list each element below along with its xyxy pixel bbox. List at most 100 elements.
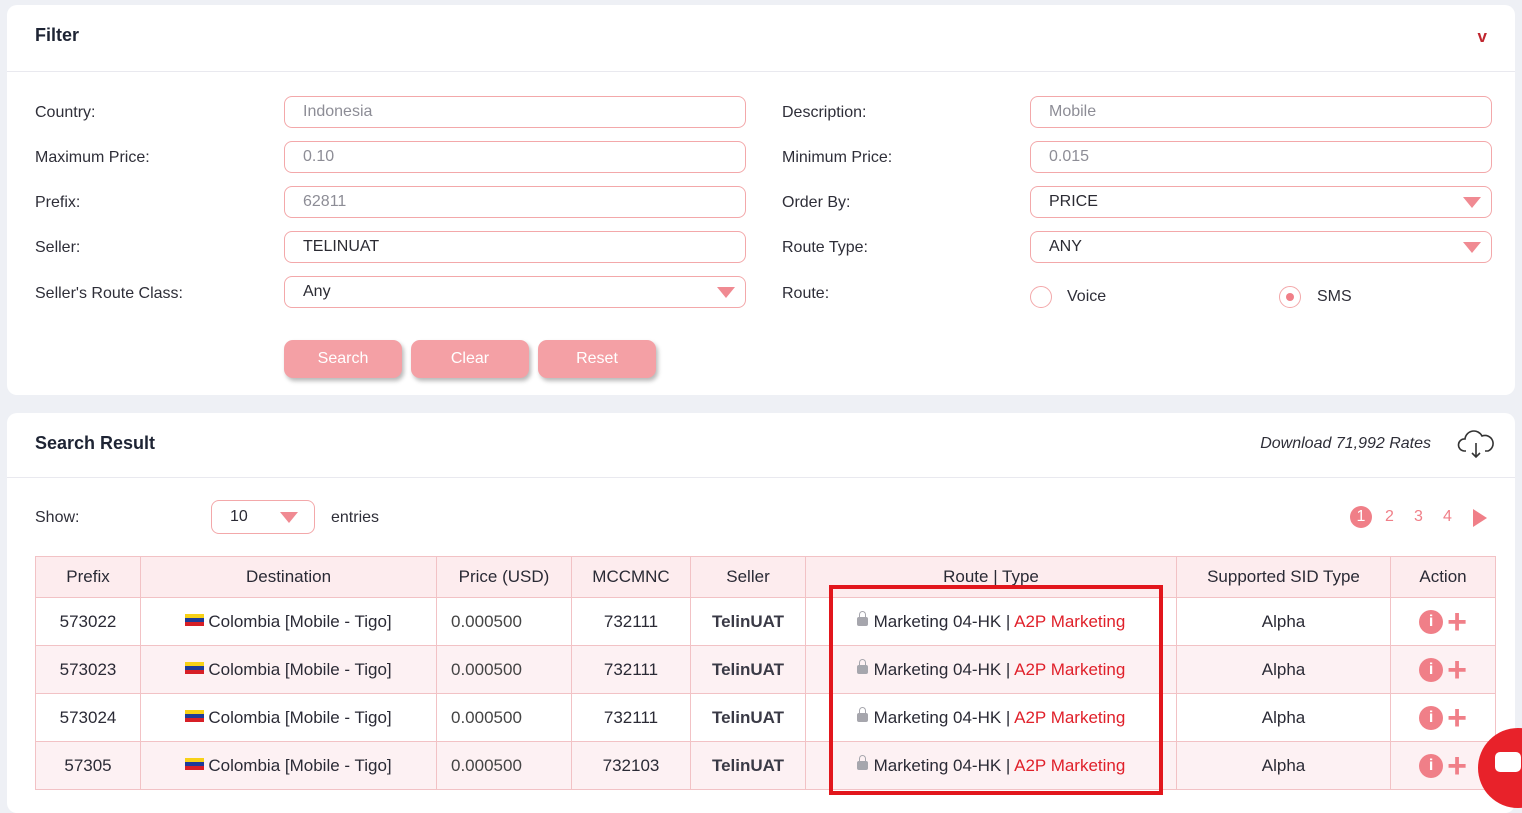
min-price-label: Minimum Price: xyxy=(782,149,893,166)
seller-input[interactable]: TELINUAT xyxy=(284,231,746,263)
action-cell: i + xyxy=(1390,597,1496,646)
info-icon[interactable]: i xyxy=(1419,609,1444,634)
price-cell: 0.000500 xyxy=(436,693,572,742)
route-name: Marketing 04-HK xyxy=(873,659,1002,679)
country-label: Country: xyxy=(35,104,96,121)
table-row: 573024 Colombia [Mobile - Tigo] 0.000500… xyxy=(35,693,1496,742)
col-header[interactable]: Destination xyxy=(140,556,437,598)
route-sms-label: SMS xyxy=(1317,288,1352,305)
mccmnc-cell: 732111 xyxy=(571,645,691,694)
page-4-button[interactable]: 4 xyxy=(1443,508,1452,525)
table-row: 573022 Colombia [Mobile - Tigo] 0.000500… xyxy=(35,597,1496,646)
route-type-text: A2P Marketing xyxy=(1014,755,1126,775)
route-type-cell: Marketing 04-HK | A2P Marketing xyxy=(805,597,1177,646)
entries-label: entries xyxy=(331,509,380,526)
prefix-cell: 573024 xyxy=(35,693,141,742)
route-type-value: ANY xyxy=(1049,238,1082,255)
clear-button[interactable]: Clear xyxy=(411,340,529,378)
show-label: Show: xyxy=(35,509,80,526)
table-header-row: Prefix Destination Price (USD) MCCMNC Se… xyxy=(35,556,1496,598)
destination-cell: Colombia [Mobile - Tigo] xyxy=(140,741,437,790)
plus-icon[interactable]: + xyxy=(1447,698,1467,737)
mccmnc-cell: 732103 xyxy=(571,741,691,790)
col-header[interactable]: Seller xyxy=(690,556,806,598)
colombia-flag-icon xyxy=(185,710,205,723)
entries-select[interactable]: 10 xyxy=(211,500,315,534)
filter-header: Filter v xyxy=(7,5,1515,72)
destination-text: Colombia [Mobile - Tigo] xyxy=(208,707,392,727)
plus-icon[interactable]: + xyxy=(1447,602,1467,641)
min-price-input[interactable]: 0.015 xyxy=(1030,141,1492,173)
seller-cell: TelinUAT xyxy=(690,741,806,790)
plus-icon[interactable]: + xyxy=(1447,650,1467,689)
search-button[interactable]: Search xyxy=(284,340,402,378)
page-1-button[interactable]: 1 xyxy=(1350,506,1372,528)
max-price-label: Maximum Price: xyxy=(35,149,150,166)
route-type-cell: Marketing 04-HK | A2P Marketing xyxy=(805,693,1177,742)
col-header[interactable]: Supported SID Type xyxy=(1176,556,1391,598)
route-name: Marketing 04-HK xyxy=(873,707,1002,727)
prefix-input[interactable]: 62811 xyxy=(284,186,746,218)
action-cell: i + xyxy=(1390,741,1496,790)
search-result-panel: Search Result Download 71,992 Rates Show… xyxy=(7,413,1515,813)
action-cell: i + xyxy=(1390,693,1496,742)
chat-bubble-glyph xyxy=(1495,752,1521,772)
seller-cell: TelinUAT xyxy=(690,645,806,694)
filter-title: Filter xyxy=(35,25,80,45)
seller-cell: TelinUAT xyxy=(690,597,806,646)
chevron-down-icon xyxy=(717,287,735,298)
reset-button[interactable]: Reset xyxy=(538,340,656,378)
price-cell: 0.000500 xyxy=(436,597,572,646)
page-3-button[interactable]: 3 xyxy=(1414,508,1423,525)
route-sms-radio[interactable] xyxy=(1279,286,1301,308)
destination-text: Colombia [Mobile - Tigo] xyxy=(208,611,392,631)
country-input[interactable]: Indonesia xyxy=(284,96,746,128)
colombia-flag-icon xyxy=(185,662,205,675)
table-row: 573023 Colombia [Mobile - Tigo] 0.000500… xyxy=(35,645,1496,694)
prefix-label: Prefix: xyxy=(35,194,81,211)
col-header[interactable]: MCCMNC xyxy=(571,556,691,598)
collapse-toggle-icon[interactable]: v xyxy=(1477,27,1487,46)
destination-text: Colombia [Mobile - Tigo] xyxy=(208,755,392,775)
route-voice-radio[interactable] xyxy=(1030,286,1052,308)
colombia-flag-icon xyxy=(185,758,205,771)
filter-panel: Filter v Country: Indonesia Maximum Pric… xyxy=(7,5,1515,395)
description-input[interactable]: Mobile xyxy=(1030,96,1492,128)
route-type-label: Route Type: xyxy=(782,239,868,256)
chevron-down-icon xyxy=(1463,197,1481,208)
route-type-select[interactable]: ANY xyxy=(1030,231,1492,263)
rates-table: Prefix Destination Price (USD) MCCMNC Se… xyxy=(35,556,1496,790)
info-icon[interactable]: i xyxy=(1419,705,1444,730)
next-page-icon[interactable] xyxy=(1473,509,1487,527)
col-header[interactable]: Prefix xyxy=(35,556,141,598)
route-name: Marketing 04-HK xyxy=(873,611,1002,631)
sid-cell: Alpha xyxy=(1176,693,1391,742)
download-rates-link[interactable]: Download 71,992 Rates xyxy=(1260,435,1431,452)
info-icon[interactable]: i xyxy=(1419,657,1444,682)
order-by-select[interactable]: PRICE xyxy=(1030,186,1492,218)
route-voice-label: Voice xyxy=(1067,288,1107,305)
info-icon[interactable]: i xyxy=(1419,753,1444,778)
cloud-download-icon[interactable] xyxy=(1457,429,1495,461)
route-type-cell: Marketing 04-HK | A2P Marketing xyxy=(805,645,1177,694)
col-header[interactable]: Price (USD) xyxy=(436,556,572,598)
prefix-cell: 573023 xyxy=(35,645,141,694)
destination-cell: Colombia [Mobile - Tigo] xyxy=(140,645,437,694)
route-label: Route: xyxy=(782,285,830,302)
sid-cell: Alpha xyxy=(1176,645,1391,694)
page-2-button[interactable]: 2 xyxy=(1385,508,1394,525)
max-price-input[interactable]: 0.10 xyxy=(284,141,746,173)
radio-selected-dot xyxy=(1286,293,1294,301)
seller-cell: TelinUAT xyxy=(690,693,806,742)
route-class-select[interactable]: Any xyxy=(284,276,746,308)
plus-icon[interactable]: + xyxy=(1447,746,1467,785)
lock-icon xyxy=(856,706,868,722)
route-class-value: Any xyxy=(303,283,331,300)
chevron-down-icon xyxy=(1463,242,1481,253)
route-type-text: A2P Marketing xyxy=(1014,611,1126,631)
mccmnc-cell: 732111 xyxy=(571,597,691,646)
col-header[interactable]: Route | Type xyxy=(805,556,1177,598)
prefix-cell: 57305 xyxy=(35,741,141,790)
seller-label: Seller: xyxy=(35,239,81,256)
description-label: Description: xyxy=(782,104,867,121)
